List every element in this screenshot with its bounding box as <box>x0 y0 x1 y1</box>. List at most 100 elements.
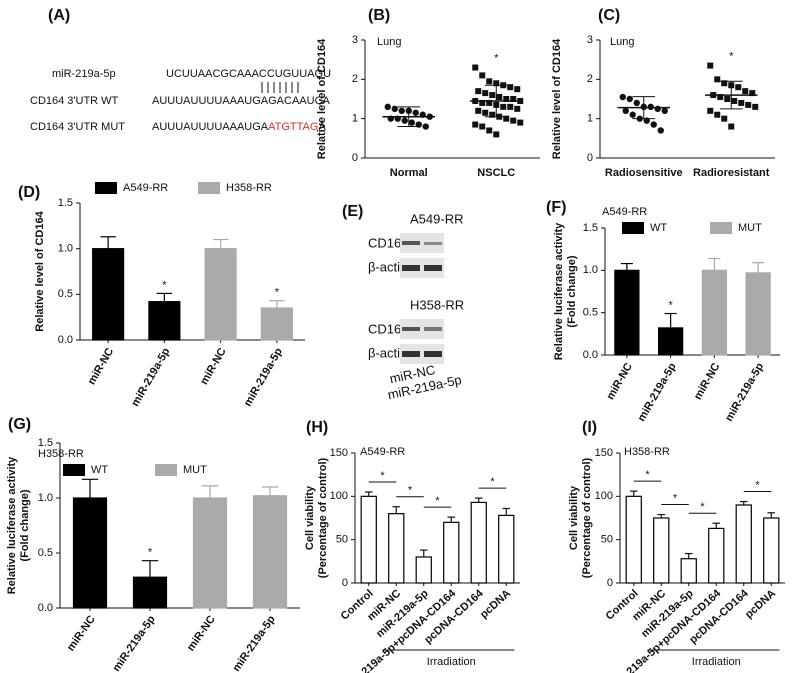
significance: * <box>275 287 280 299</box>
data-point <box>475 107 482 114</box>
data-point <box>629 111 636 118</box>
bar <box>260 307 293 341</box>
bar <box>148 301 181 341</box>
data-point <box>622 107 629 115</box>
data-point <box>714 111 721 118</box>
bar <box>443 521 460 584</box>
data-point <box>738 99 745 106</box>
y-tick-label: 0.5 <box>58 288 73 300</box>
chart-title: Lung <box>610 36 634 48</box>
y-tick-label: 150 <box>595 447 613 459</box>
y-axis-label: Relative level of CD164 <box>34 210 46 331</box>
bar <box>498 514 515 584</box>
bar <box>72 497 108 609</box>
sequence-name: CD164 3'UTR MUT <box>30 121 125 133</box>
group-label: Irradiation <box>692 656 741 668</box>
data-point <box>745 101 752 108</box>
data-point <box>479 72 486 79</box>
bar <box>252 495 288 609</box>
significance: * <box>408 485 413 497</box>
data-point <box>493 131 500 138</box>
data-point <box>412 109 419 116</box>
significance: * <box>668 299 673 311</box>
y-tick-label: 50 <box>601 534 613 546</box>
x-tick-label: pcDNA <box>478 587 513 620</box>
sequence-name: CD164 3'UTR WT <box>30 95 119 107</box>
y-tick-label: 2 <box>587 73 593 85</box>
chart-title: Lung <box>377 36 401 48</box>
group-label: Irradiation <box>427 656 476 668</box>
legend-label: H358-RR <box>226 182 272 194</box>
data-point <box>507 103 514 110</box>
y-tick-label: 0.5 <box>583 307 598 319</box>
sequence-part: A <box>318 121 326 133</box>
panel-label: (H) <box>306 419 328 436</box>
y-tick-label: 0.0 <box>583 349 598 361</box>
data-point <box>482 90 489 97</box>
blot <box>400 233 444 278</box>
bar <box>653 517 670 584</box>
legend-label: MUT <box>738 222 762 234</box>
bar <box>708 527 725 584</box>
data-point <box>707 62 714 69</box>
y-tick-label: 0 <box>352 152 358 164</box>
panel-label: (B) <box>368 7 390 24</box>
x-tick-label: miR-NC <box>604 361 635 402</box>
pairing-lines <box>261 82 299 93</box>
legend-label: MUT <box>183 464 207 476</box>
data-point <box>514 105 521 112</box>
y-axis-label: Relative level of CD164 <box>551 38 563 159</box>
panel-label: (A) <box>48 7 70 24</box>
y-tick-label: 100 <box>595 490 613 502</box>
data-point <box>486 78 493 85</box>
mutation: ATGTTAG <box>268 121 318 133</box>
y-tick-label: 1.5 <box>38 437 53 449</box>
y-axis-label: Relative level of CD164 <box>316 38 328 159</box>
data-point <box>514 86 521 93</box>
y-axis-label: Relative luciferase activity <box>553 222 565 360</box>
y-axis-label: (Fold change) <box>566 255 578 327</box>
data-point <box>647 103 654 111</box>
panel-label: (I) <box>582 419 597 436</box>
bar <box>763 517 780 584</box>
x-tick-label: Radioresistant <box>693 167 770 179</box>
data-point <box>650 121 657 128</box>
data-point <box>479 123 486 130</box>
significance: * <box>755 479 760 491</box>
bar <box>192 497 228 609</box>
data-point <box>626 95 633 103</box>
y-tick-label: 1.0 <box>583 264 598 276</box>
blot-row: β-actin <box>368 259 407 274</box>
sequence: UCUUAACGCAAACCUGUUAGU <box>166 68 331 80</box>
data-point <box>728 123 735 130</box>
y-tick-label: 1 <box>352 113 358 125</box>
y-tick-label: 1.0 <box>58 243 73 255</box>
panel-label: (E) <box>342 203 363 220</box>
y-axis-label: Cell viability <box>568 485 580 550</box>
data-point <box>472 64 479 71</box>
significance: * <box>148 547 153 559</box>
data-point <box>654 105 661 113</box>
chart-title: A549-RR <box>360 446 405 458</box>
y-tick-label: 1 <box>587 113 593 125</box>
bar <box>470 501 487 584</box>
data-point <box>486 127 493 134</box>
data-point <box>510 117 517 124</box>
x-tick-label: miR-NC <box>185 613 218 653</box>
y-tick-label: 1.5 <box>583 222 598 234</box>
legend-swatch <box>622 222 644 234</box>
significance: * <box>673 492 678 504</box>
data-point <box>742 88 749 95</box>
data-point <box>401 117 408 124</box>
data-point <box>619 93 626 101</box>
bar <box>132 576 168 609</box>
data-point <box>661 107 668 115</box>
x-tick-label: miR-NC <box>86 346 117 387</box>
x-tick-label: pcDNA <box>743 587 778 620</box>
data-point <box>749 90 756 97</box>
data-point <box>633 99 640 107</box>
x-tick-label: Normal <box>390 167 428 179</box>
blot <box>400 319 444 364</box>
bar <box>745 272 771 356</box>
